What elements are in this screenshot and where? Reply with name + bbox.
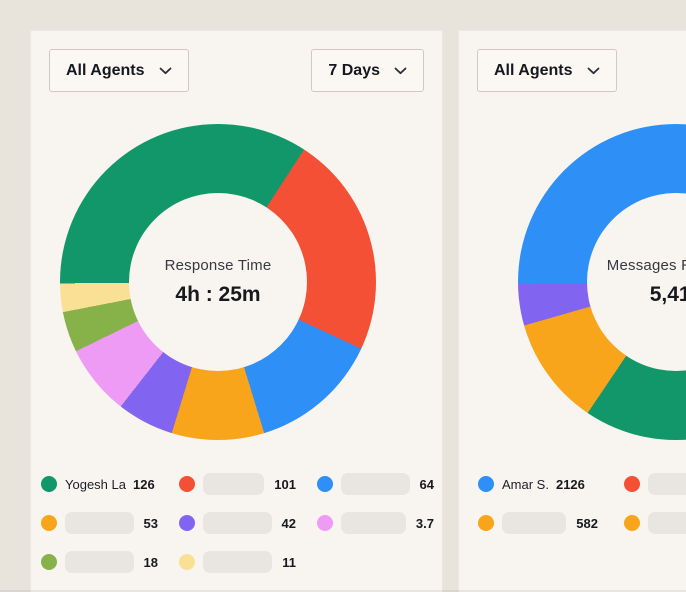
bottom-edge-shadow	[0, 590, 686, 592]
legend-value: 11	[282, 554, 296, 570]
legend-value: 64	[419, 476, 434, 492]
donut-center-value: 5,412	[649, 283, 686, 306]
response-time-card: All Agents 7 Days Response Time 4h : 25m…	[30, 30, 443, 592]
redacted-name-pill	[65, 551, 134, 573]
messages-received-card: All Agents Messages Received 5,412 Amar …	[458, 30, 686, 592]
chevron-down-icon	[159, 67, 172, 75]
agents-filter-label: All Agents	[66, 61, 145, 79]
legend-value: 126	[132, 476, 155, 492]
response-time-legend: Yogesh La 126 101 64 53 42 3.7	[31, 473, 442, 573]
redacted-name-pill	[203, 473, 265, 495]
legend-item: 53	[41, 512, 158, 534]
redacted-name-pill	[203, 512, 272, 534]
legend-dot	[179, 476, 195, 492]
period-filter-label: 7 Days	[328, 61, 380, 79]
redacted-name-pill	[341, 512, 406, 534]
legend-dot	[41, 515, 57, 531]
chevron-down-icon	[394, 67, 407, 75]
legend-dot	[317, 476, 333, 492]
legend-dot	[317, 515, 333, 531]
legend-value: 3.7	[415, 515, 434, 531]
legend-item: 3.7	[317, 512, 434, 534]
legend-value: 53	[143, 515, 158, 531]
legend-item	[624, 512, 686, 534]
legend-dot	[478, 476, 494, 492]
agents-filter-dropdown[interactable]: All Agents	[49, 49, 189, 92]
legend-value: 42	[281, 515, 296, 531]
legend-agent-name: Amar S.	[502, 476, 549, 492]
legend-value: 2126	[555, 476, 585, 492]
redacted-name-pill	[502, 512, 567, 534]
donut-center-value: 4h : 25m	[175, 283, 261, 306]
period-filter-dropdown[interactable]: 7 Days	[311, 49, 424, 92]
legend-dot	[41, 476, 57, 492]
legend-item: 11	[179, 551, 296, 573]
redacted-name-pill	[65, 512, 134, 534]
legend-dot	[624, 476, 640, 492]
messages-received-legend: Amar S. 2126 582	[459, 473, 686, 534]
redacted-name-pill	[203, 551, 273, 573]
legend-dot	[41, 554, 57, 570]
legend-item: Amar S. 2126	[478, 473, 598, 495]
agents-filter-label: All Agents	[494, 61, 573, 79]
response-time-card-header: All Agents 7 Days	[31, 31, 442, 92]
legend-item	[624, 473, 686, 495]
response-time-donut-wrap: Response Time 4h : 25m	[31, 124, 442, 440]
legend-value: 101	[274, 476, 296, 492]
legend-item: 64	[317, 473, 434, 495]
messages-received-donut-chart[interactable]: Messages Received 5,412	[518, 124, 686, 440]
redacted-name-pill	[341, 473, 410, 495]
legend-item: 42	[179, 512, 296, 534]
redacted-name-pill	[648, 512, 686, 534]
redacted-name-pill	[648, 473, 686, 495]
legend-dot	[478, 515, 494, 531]
messages-received-donut-center: Messages Received 5,412	[587, 193, 686, 371]
legend-value: 582	[576, 515, 598, 531]
donut-center-label: Response Time	[164, 257, 272, 274]
legend-dot	[624, 515, 640, 531]
response-time-donut-center: Response Time 4h : 25m	[129, 193, 307, 371]
response-time-donut-chart[interactable]: Response Time 4h : 25m	[60, 124, 376, 440]
legend-dot	[179, 554, 195, 570]
agents-filter-dropdown[interactable]: All Agents	[477, 49, 617, 92]
legend-item: 18	[41, 551, 158, 573]
legend-item: 582	[478, 512, 598, 534]
messages-received-card-header: All Agents	[459, 31, 686, 92]
chevron-down-icon	[587, 67, 600, 75]
legend-dot	[179, 515, 195, 531]
legend-item: Yogesh La 126	[41, 473, 158, 495]
legend-value: 18	[143, 554, 158, 570]
legend-agent-name: Yogesh La	[65, 476, 126, 492]
donut-center-label: Messages Received	[606, 257, 686, 274]
messages-received-donut-wrap: Messages Received 5,412	[459, 124, 686, 440]
legend-item: 101	[179, 473, 296, 495]
